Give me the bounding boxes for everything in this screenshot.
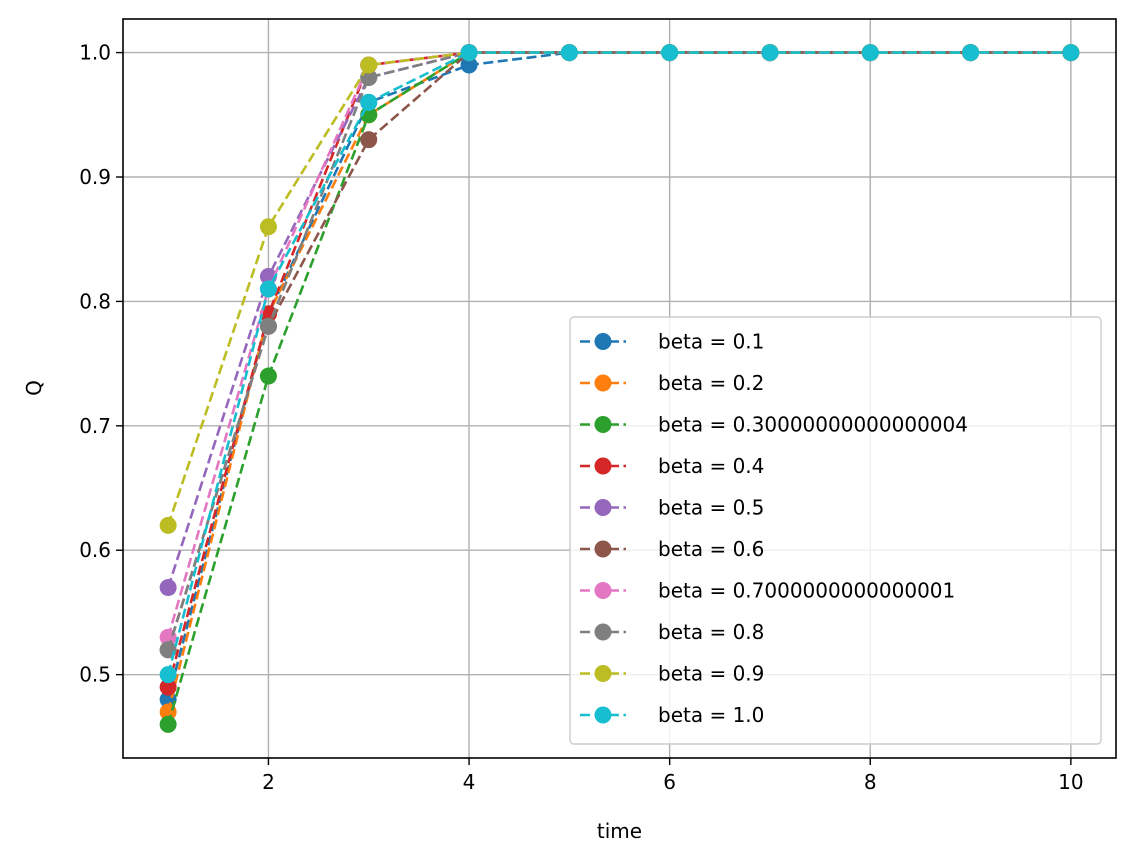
legend-entry: beta = 0.1	[580, 330, 764, 354]
y-tick-label: 0.8	[79, 289, 111, 313]
data-point	[159, 666, 177, 684]
legend-marker	[594, 665, 612, 682]
data-point	[259, 367, 277, 385]
legend-entry: beta = 0.2	[580, 371, 764, 395]
legend-label: beta = 0.5	[658, 496, 764, 520]
legend-entry: beta = 0.8	[580, 620, 764, 644]
data-point	[962, 44, 980, 62]
y-tick-label: 1.0	[79, 41, 111, 65]
y-tick-label: 0.5	[79, 663, 111, 687]
legend-label: beta = 0.8	[658, 620, 764, 644]
legend-label: beta = 0.6	[658, 537, 764, 561]
data-point	[159, 516, 177, 534]
data-point	[861, 44, 879, 62]
y-axis-label: Q	[22, 380, 46, 396]
legend-marker	[594, 416, 612, 433]
data-point	[159, 579, 177, 597]
legend-entry: beta = 0.4	[580, 454, 764, 478]
data-point	[259, 317, 277, 335]
legend-label: beta = 0.1	[658, 330, 764, 354]
legend-marker	[594, 333, 612, 350]
data-point	[1062, 44, 1080, 62]
legend-marker	[594, 457, 612, 475]
x-tick-label: 4	[463, 770, 476, 794]
data-point	[761, 44, 779, 62]
legend-marker	[594, 623, 612, 641]
legend-label: beta = 0.9	[658, 662, 764, 686]
x-tick-label: 2	[262, 770, 275, 794]
legend-marker	[594, 540, 612, 558]
legend-label: beta = 0.7000000000000001	[658, 579, 955, 603]
data-point	[560, 44, 578, 62]
x-tick-label: 6	[663, 770, 676, 794]
legend-label: beta = 0.2	[658, 371, 764, 395]
series-10	[159, 44, 1080, 684]
series-lines	[159, 44, 1080, 733]
legend-marker	[594, 706, 612, 724]
legend-entry: beta = 0.7000000000000001	[580, 579, 955, 603]
x-axis: 2 4 6 8 10	[262, 758, 1084, 794]
data-point	[159, 715, 177, 733]
legend-label: beta = 0.4	[658, 454, 764, 478]
x-tick-label: 8	[864, 770, 877, 794]
legend-entry: beta = 0.6	[580, 537, 764, 561]
data-point	[460, 56, 478, 74]
legend-entry: beta = 1.0	[580, 703, 764, 727]
y-tick-label: 0.9	[79, 165, 111, 189]
legend-marker	[594, 582, 612, 599]
data-point	[360, 56, 378, 74]
y-tick-label: 0.6	[79, 538, 111, 562]
legend-marker	[594, 499, 612, 516]
legend-entry: beta = 0.30000000000000004	[580, 413, 968, 437]
x-axis-label: time	[597, 819, 642, 843]
legend-frame	[569, 316, 1102, 745]
data-point	[360, 131, 378, 149]
data-point	[360, 93, 378, 111]
data-point	[661, 44, 679, 62]
plot-area-frame	[122, 18, 1117, 759]
legend-label: beta = 0.30000000000000004	[658, 413, 968, 437]
data-point	[259, 280, 277, 298]
legend: beta = 0.1 beta = 0.2 beta = 0.30000000000…	[569, 316, 1102, 745]
data-point	[460, 44, 478, 62]
series-line	[166, 51, 1071, 675]
legend-marker	[594, 374, 612, 392]
data-point	[259, 218, 277, 236]
legend-entry: beta = 0.5	[580, 496, 764, 520]
legend-label: beta = 1.0	[658, 703, 764, 727]
legend-entry: beta = 0.9	[580, 662, 764, 686]
data-point	[159, 678, 177, 696]
y-tick-label: 0.7	[79, 414, 111, 438]
y-axis: 0.5 0.6 0.7 0.8 0.9 1.0	[79, 41, 123, 687]
x-tick-label: 10	[1058, 770, 1083, 794]
